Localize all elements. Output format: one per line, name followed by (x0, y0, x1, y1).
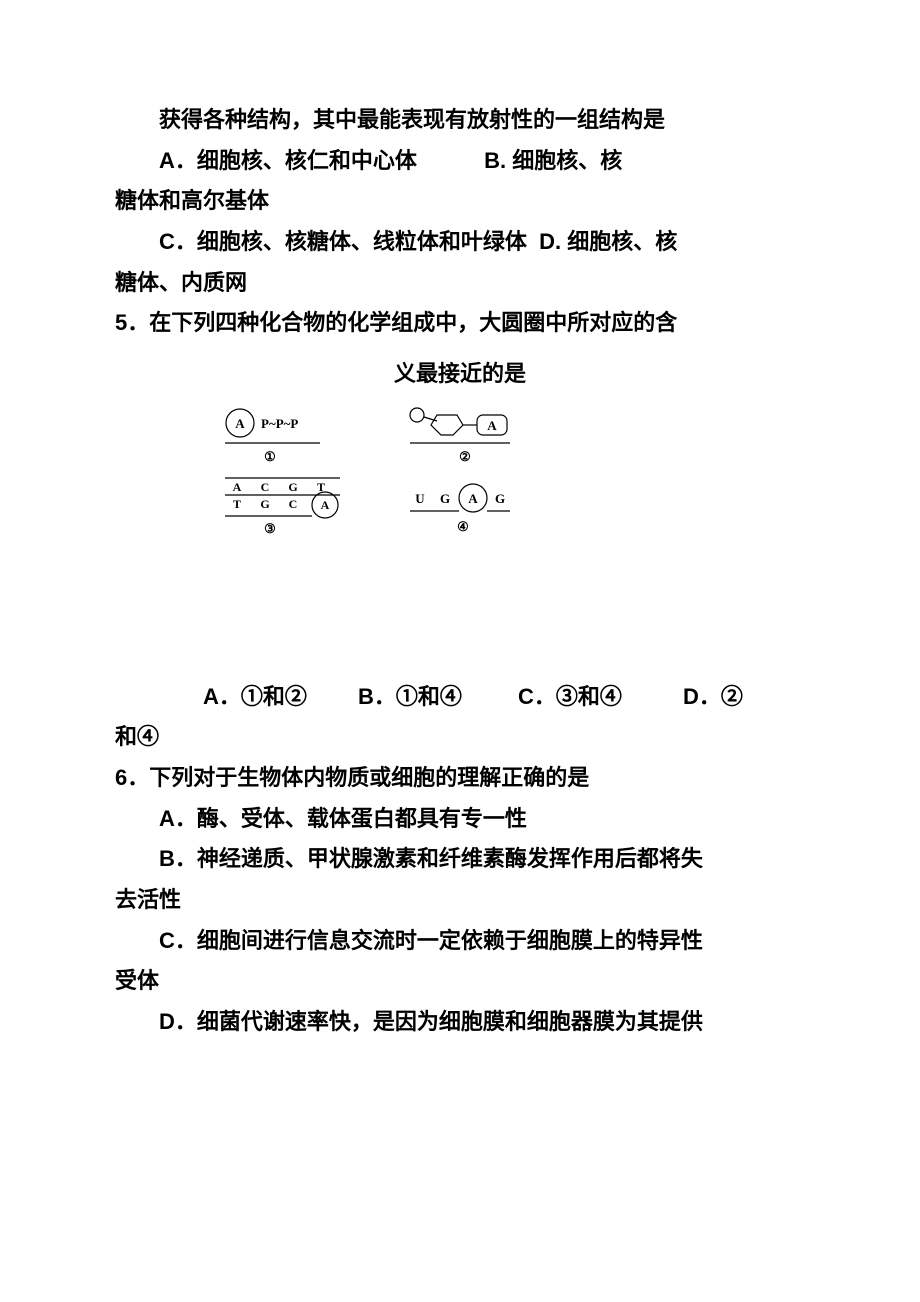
q4-opta-text: 细胞核、核仁和中心体 (197, 148, 417, 173)
svg-text:A: A (235, 416, 245, 431)
q5-opta: A．①和② (159, 677, 314, 718)
svg-text:T: T (233, 497, 241, 511)
svg-text:G: G (260, 497, 269, 511)
svg-text:①: ① (264, 449, 276, 464)
q5-stem-line1: 5．在下列四种化合物的化学组成中，大圆圈中所对应的含 (115, 303, 805, 344)
q5-stem1-text: 在下列四种化合物的化学组成中，大圆圈中所对应的含 (149, 310, 677, 335)
q5-optd-wrap: 和④ (115, 717, 805, 758)
q6-optc-wrap: 受体 (115, 961, 805, 1002)
q6-number: 6． (115, 765, 149, 790)
svg-text:G: G (495, 491, 505, 506)
q4-optd-wrap: 糖体、内质网 (115, 263, 805, 304)
svg-text:P~P~P: P~P~P (261, 416, 298, 431)
q4-options-cd: C．细胞核、核糖体、线粒体和叶绿体 D. 细胞核、核 (115, 222, 805, 263)
svg-text:②: ② (459, 449, 471, 464)
q6-optb-line1: B．神经递质、甲状腺激素和纤维素酶发挥作用后都将失 (115, 839, 805, 880)
q5-options: A．①和②B．①和④C．③和④D．② (115, 677, 805, 718)
q4-options-ab: A．细胞核、核仁和中心体 B. 细胞核、核 (115, 141, 805, 182)
q4-optc-prefix: C． (159, 229, 197, 254)
q5-diagram-svg: A P~P~P ① A ② A C G T T G C A (205, 403, 585, 553)
q5-stem-line2-wrap: 义最接近的是 (115, 354, 805, 395)
q6-stem: 6．下列对于生物体内物质或细胞的理解正确的是 (115, 758, 805, 799)
q6-opta: A．酶、受体、载体蛋白都具有专一性 (115, 799, 805, 840)
q5-optc: C．③和④ (474, 677, 639, 718)
svg-text:A: A (233, 480, 242, 494)
q4-opta-prefix: A． (159, 148, 197, 173)
q6-optc-line1: C．细胞间进行信息交流时一定依赖于细胞膜上的特异性 (115, 921, 805, 962)
svg-text:G: G (440, 491, 450, 506)
q4-optd-text: 细胞核、核 (567, 229, 677, 254)
svg-text:A: A (468, 491, 478, 506)
svg-text:③: ③ (264, 521, 276, 536)
svg-text:A: A (487, 418, 497, 433)
q4-optb-wrap: 糖体和高尔基体 (115, 181, 805, 222)
svg-text:④: ④ (457, 519, 469, 534)
q4-optb-text: 细胞核、核 (512, 148, 622, 173)
svg-text:C: C (289, 497, 298, 511)
svg-text:C: C (261, 480, 270, 494)
q5-number: 5． (115, 310, 149, 335)
gap-after-diagram (115, 597, 805, 677)
svg-text:G: G (288, 480, 297, 494)
q4-optc-text: 细胞核、核糖体、线粒体和叶绿体 (197, 229, 527, 254)
q5-optd: D．② (639, 677, 743, 718)
q4-optb-prefix: B. (484, 148, 506, 173)
svg-text:A: A (321, 498, 330, 512)
q6-optd-line1: D．细菌代谢速率快，是因为细胞膜和细胞器膜为其提供 (115, 1002, 805, 1043)
q4-optd-prefix: D. (539, 229, 561, 254)
svg-text:U: U (415, 491, 425, 506)
q6-stem-text: 下列对于生物体内物质或细胞的理解正确的是 (149, 765, 589, 790)
q6-optb-wrap: 去活性 (115, 880, 805, 921)
q4-continuation: 获得各种结构，其中最能表现有放射性的一组结构是 (115, 100, 805, 141)
q5-optb: B．①和④ (314, 677, 474, 718)
q5-diagram: A P~P~P ① A ② A C G T T G C A (115, 403, 805, 567)
q5-stem-line2: 义最接近的是 (394, 361, 526, 386)
